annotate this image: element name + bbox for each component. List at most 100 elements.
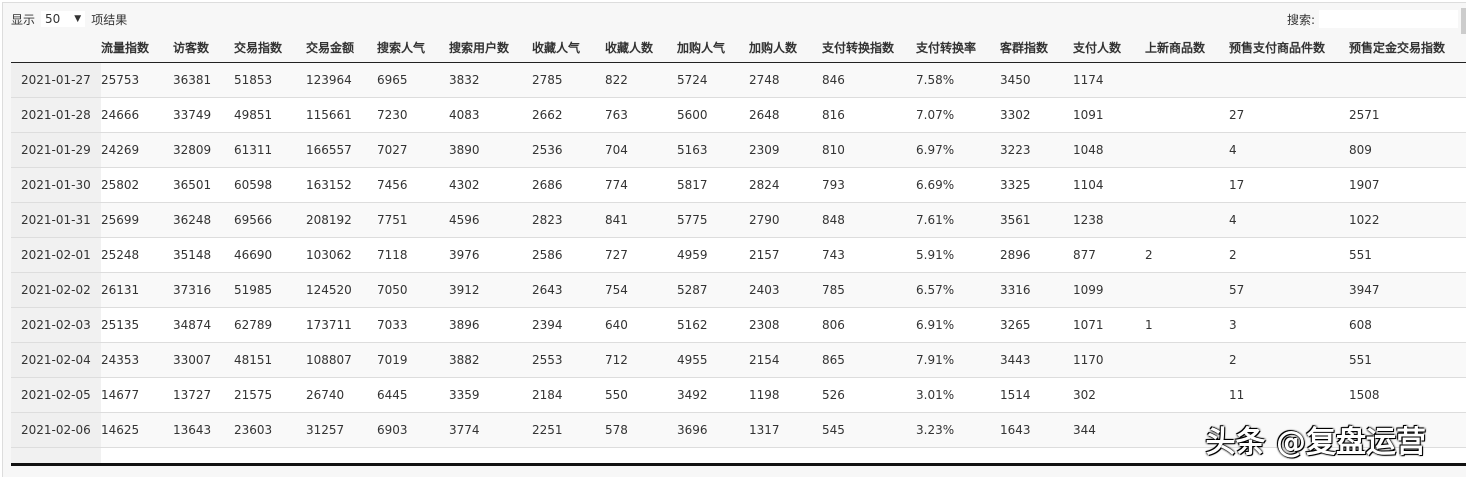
table-cell: 1174 (1073, 62, 1145, 98)
table-cell: 3.23% (916, 412, 1000, 448)
column-header[interactable]: 支付人数 (1073, 33, 1145, 63)
table-cell: 36501 (173, 167, 234, 203)
table-cell: 1643 (1000, 412, 1073, 448)
table-cell: 877 (1073, 237, 1145, 273)
table-cell: 1907 (1349, 167, 1466, 203)
column-header[interactable]: 支付转换指数 (822, 33, 916, 63)
date-cell: 2021-02-01 (11, 237, 101, 273)
table-cell: 3265 (1000, 307, 1073, 343)
table-cell: 2308 (749, 307, 822, 343)
table-cell: 3450 (1000, 62, 1073, 98)
table-cell: 5287 (677, 272, 749, 308)
table-cell: 7.61% (916, 202, 1000, 238)
table-cell: 3359 (449, 377, 532, 413)
column-header[interactable]: 加购人数 (749, 33, 822, 63)
table-cell: 25135 (101, 307, 173, 343)
date-cell: 2021-02-04 (11, 342, 101, 378)
dropdown-arrow-icon: ▼ (74, 14, 82, 24)
table-cell: 2586 (532, 237, 605, 273)
table-cell: 2403 (749, 272, 822, 308)
table-row: 2021-01-28 24666 33749 49851 115661 7230 4083 2… (11, 97, 1466, 133)
table-cell: 578 (605, 412, 677, 448)
table-cell: 2643 (532, 272, 605, 308)
column-header[interactable]: 预售支付商品件数 (1229, 33, 1349, 63)
table-cell: 727 (605, 237, 677, 273)
table-cell: 1022 (1349, 202, 1466, 238)
table-cell (1349, 447, 1466, 463)
table-cell: 3896 (449, 307, 532, 343)
scrollbar[interactable] (1461, 8, 1466, 34)
table-cell (1145, 132, 1229, 168)
column-header[interactable]: 搜索人气 (377, 33, 449, 63)
table-cell (1145, 167, 1229, 203)
table-cell: 166557 (306, 132, 377, 168)
table-cell: 3947 (1349, 272, 1466, 308)
page-length-value: 50 (45, 12, 61, 26)
table-cell: 49851 (234, 97, 306, 133)
column-header[interactable]: 支付转换率 (916, 33, 1000, 63)
table-cell: 7.58% (916, 62, 1000, 98)
table-cell: 6.69% (916, 167, 1000, 203)
column-header[interactable]: 加购人气 (677, 33, 749, 63)
table-cell: 33749 (173, 97, 234, 133)
column-header[interactable]: 流量指数 (101, 33, 173, 63)
table-cell: 7.07% (916, 97, 1000, 133)
date-cell: 2021-01-29 (11, 132, 101, 168)
date-cell: 2021-01-28 (11, 97, 101, 133)
column-header[interactable]: 上新商品数 (1145, 33, 1229, 63)
table-cell: 712 (605, 342, 677, 378)
table-cell: 33007 (173, 342, 234, 378)
table-cell (377, 447, 449, 463)
table-cell: 2184 (532, 377, 605, 413)
table-cell: 822 (605, 62, 677, 98)
table-cell: 69566 (234, 202, 306, 238)
table-cell (1349, 62, 1466, 98)
column-header[interactable]: 预售定金交易指数 (1349, 33, 1466, 63)
page-length-select[interactable]: 50 ▼ (41, 11, 86, 27)
table-cell: 809 (1349, 132, 1466, 168)
table-cell: 550 (605, 377, 677, 413)
table-cell: 1 (1145, 307, 1229, 343)
table-cell: 7027 (377, 132, 449, 168)
table-cell: 6.91% (916, 307, 1000, 343)
column-header[interactable]: 访客数 (173, 33, 234, 63)
date-cell: 2021-02-03 (11, 307, 101, 343)
table-cell: 25753 (101, 62, 173, 98)
table-cell: 608 (1349, 307, 1466, 343)
column-header[interactable]: 客群指数 (1000, 33, 1073, 63)
table-cell: 2154 (749, 342, 822, 378)
table-cell: 62789 (234, 307, 306, 343)
watermark: 头条 @复盘运营 (1205, 425, 1426, 460)
table-cell: 7050 (377, 272, 449, 308)
table-cell: 2790 (749, 202, 822, 238)
column-header[interactable]: 交易指数 (234, 33, 306, 63)
column-header[interactable]: 搜索用户数 (449, 33, 532, 63)
table-cell: 1048 (1073, 132, 1145, 168)
table-cell: 5163 (677, 132, 749, 168)
table-cell: 865 (822, 342, 916, 378)
column-header[interactable]: 交易金额 (306, 33, 377, 63)
table-cell: 2571 (1349, 97, 1466, 133)
table-cell: 704 (605, 132, 677, 168)
table-cell: 3443 (1000, 342, 1073, 378)
table-cell: 2823 (532, 202, 605, 238)
page-length-control: 显示 50 ▼ 项结果 (11, 10, 127, 28)
table-cell (234, 447, 306, 463)
column-header[interactable]: 收藏人数 (605, 33, 677, 63)
table-cell: 3561 (1000, 202, 1073, 238)
table-row: 2021-02-01 25248 35148 46690 103062 7118 3976 2… (11, 237, 1466, 273)
table-cell: 3223 (1000, 132, 1073, 168)
date-cell: 2021-02-02 (11, 272, 101, 308)
table-cell (1073, 447, 1145, 463)
table-cell: 2662 (532, 97, 605, 133)
column-header[interactable]: 收藏人气 (532, 33, 605, 63)
table-header-row: 流量指数 访客数 交易指数 交易金额 搜索人气 搜索用户数 收藏人气 收藏人数 加购人气 加购人数… (11, 33, 1466, 63)
table-cell: 124520 (306, 272, 377, 308)
table-row: 2021-01-29 24269 32809 61311 166557 7027 3890 2… (11, 132, 1466, 168)
table-cell (1229, 447, 1349, 463)
table-cell: 24269 (101, 132, 173, 168)
table-row: 2021-02-05 14677 13727 21575 26740 6445 3359 21… (11, 377, 1466, 413)
table-cell (749, 447, 822, 463)
search-input[interactable] (1319, 10, 1458, 28)
column-header[interactable] (11, 33, 101, 63)
